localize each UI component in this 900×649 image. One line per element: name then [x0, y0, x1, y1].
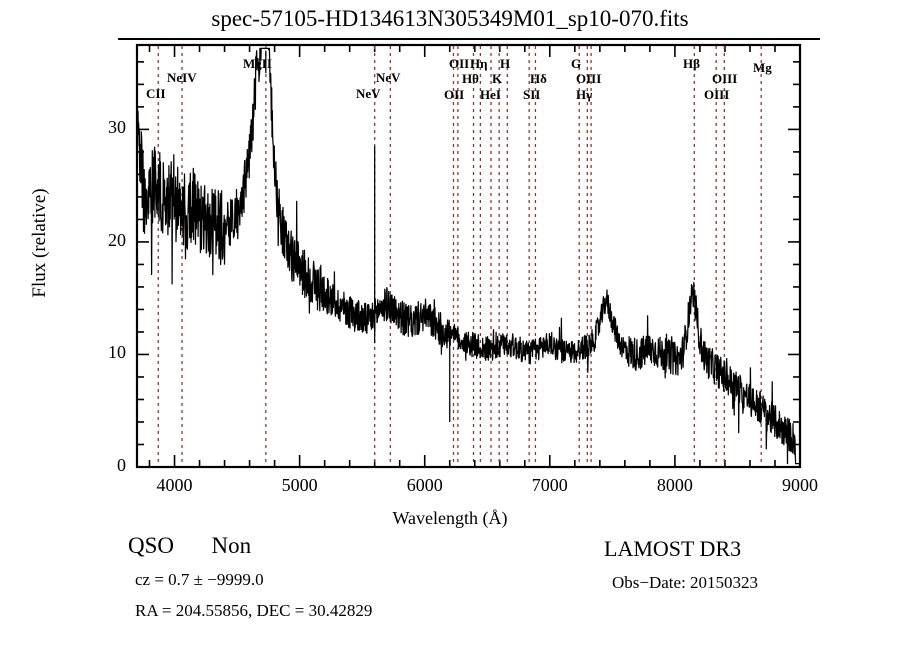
y-tick-10: 10	[108, 342, 126, 363]
line-label-SII-15: SII	[523, 87, 541, 102]
line-label-OII-13: OII	[444, 87, 465, 102]
line-label-CII-2: CII	[146, 86, 166, 101]
title-underline	[118, 38, 820, 40]
x-tick-8000: 8000	[656, 475, 693, 495]
line-label-NeV-3: NeV	[376, 70, 401, 85]
x-axis-label: Wavelength (Å)	[392, 508, 508, 528]
line-label-H-17: Hβ	[683, 56, 700, 71]
survey-label: LAMOST DR3	[604, 536, 742, 561]
line-label-H-7: H	[500, 56, 511, 71]
object-class-line: QSO Non	[128, 533, 251, 559]
line-label-K-10: K	[492, 71, 503, 86]
line-label-G-8: G	[571, 56, 582, 71]
line-label-OIII-19: OIII	[712, 71, 738, 86]
x-tick-5000: 5000	[281, 475, 318, 495]
x-tick-7000: 7000	[531, 475, 568, 495]
y-axis-label: Flux (relative)	[29, 188, 50, 298]
coordinates-line: RA = 204.55856, DEC = 30.42829	[135, 601, 373, 620]
line-label-HeI-14: HeI	[480, 87, 501, 102]
spectrum-trace	[136, 47, 801, 465]
line-label-H-6: Hη	[470, 56, 488, 71]
line-label-H-16: Hγ	[576, 87, 593, 102]
line-label-OIII-12: OIII	[576, 71, 602, 86]
line-label-OII-5: OII	[449, 56, 470, 71]
page-title: spec-57105-HD134613N305349M01_sp10-070.f…	[211, 6, 689, 31]
plot-frame	[135, 43, 802, 469]
y-tick-0: 0	[117, 455, 126, 475]
line-label-Mg-18: Mg	[753, 60, 772, 75]
line-label-H-11: Hδ	[530, 71, 547, 86]
line-label-MgII-0: MgII	[243, 56, 272, 71]
object-class: QSO	[128, 533, 175, 558]
y-tick-20: 20	[108, 229, 126, 250]
line-label-NeIV-1: NeIV	[167, 70, 197, 85]
line-label-OIII-20: OIII	[704, 87, 730, 102]
x-tick-6000: 6000	[406, 475, 443, 495]
obs-date-label: Obs−Date: 20150323	[612, 573, 759, 592]
redshift-line: cz = 0.7 ± −9999.0	[135, 570, 264, 589]
object-subclass: Non	[211, 533, 252, 558]
x-tick-4000: 4000	[156, 475, 193, 495]
line-label-NeV-4: NeV	[356, 86, 381, 101]
x-tick-9000: 9000	[782, 475, 818, 495]
line-label-H-9: Hθ	[462, 71, 479, 86]
y-tick-30: 30	[108, 117, 126, 138]
